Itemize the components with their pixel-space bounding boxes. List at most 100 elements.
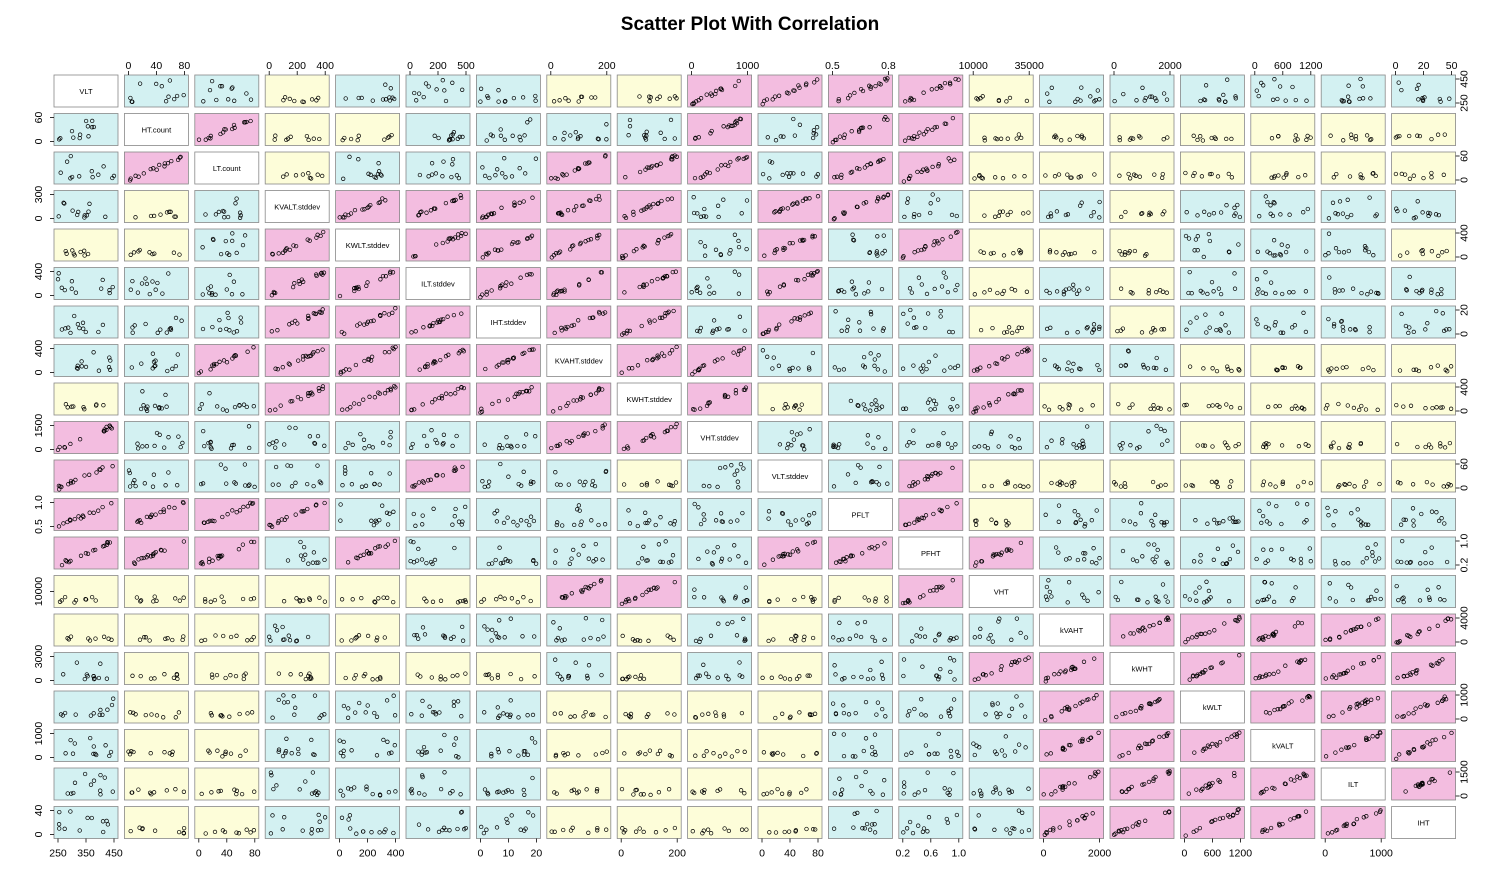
data-point [1233, 94, 1238, 99]
data-point [218, 251, 224, 257]
data-point [1052, 174, 1058, 179]
data-point [439, 317, 444, 322]
data-point [356, 284, 361, 290]
data-point [810, 273, 816, 278]
data-point [1394, 206, 1399, 211]
scatter-panel [1109, 767, 1175, 801]
data-point [880, 251, 885, 256]
scatter-panel [757, 382, 823, 416]
data-point [69, 286, 74, 291]
data-point [1213, 136, 1218, 141]
scatter-panel [1320, 267, 1386, 300]
data-point [781, 283, 787, 288]
data-point [652, 318, 657, 323]
data-point [996, 213, 1002, 219]
data-point [226, 315, 231, 321]
data-point [791, 116, 796, 122]
data-point [713, 247, 719, 252]
data-point [1097, 324, 1102, 330]
data-point [1194, 315, 1199, 320]
data-point [297, 281, 302, 287]
data-point [728, 159, 733, 165]
data-point [68, 153, 73, 159]
data-point [1068, 251, 1074, 257]
data-point [867, 83, 872, 88]
data-point [739, 211, 744, 216]
data-point [1225, 77, 1230, 82]
data-point [813, 132, 819, 137]
scatter-panel [194, 74, 260, 108]
data-point [533, 98, 538, 103]
data-point [866, 289, 871, 294]
data-point [1127, 176, 1133, 181]
data-point [848, 170, 853, 175]
data-point [697, 290, 703, 295]
data-point [86, 209, 91, 214]
data-point [133, 215, 138, 220]
data-point [292, 98, 297, 104]
data-point [647, 94, 652, 99]
data-point [480, 165, 485, 170]
data-point [923, 244, 928, 249]
data-point [296, 279, 302, 284]
data-point [1333, 246, 1339, 251]
data-point [1206, 231, 1212, 237]
data-point [812, 234, 817, 239]
data-point [792, 133, 798, 138]
scatter-panel [1039, 228, 1104, 262]
data-point [238, 315, 243, 320]
data-point [159, 84, 164, 89]
data-point [728, 248, 733, 253]
data-point [596, 193, 602, 199]
data-point [440, 78, 445, 83]
data-point [380, 273, 386, 279]
data-point [715, 167, 720, 172]
scatter-panel [546, 652, 612, 685]
data-point [315, 349, 320, 354]
scatter-panel [1109, 344, 1175, 377]
data-point [881, 194, 887, 199]
scatter-panel [1180, 228, 1245, 262]
data-point [1367, 137, 1373, 143]
data-point [484, 289, 489, 295]
data-point [644, 129, 649, 134]
scatter-panel [194, 113, 260, 146]
data-point [672, 94, 678, 99]
data-point [1084, 326, 1089, 331]
data-point [273, 290, 278, 296]
data-point [793, 277, 799, 283]
data-point [558, 289, 563, 294]
data-point [578, 240, 584, 246]
data-point [974, 96, 979, 101]
scatter-panel [194, 190, 260, 223]
data-point [790, 240, 795, 246]
data-point [1364, 133, 1370, 138]
scatter-panel [1039, 536, 1104, 570]
data-point [136, 174, 141, 179]
data-point [639, 208, 644, 213]
data-point [55, 277, 61, 282]
data-point [1195, 137, 1200, 143]
data-point [595, 136, 601, 141]
scatter-panel [898, 344, 964, 377]
data-point [1439, 287, 1444, 292]
data-point [566, 98, 571, 103]
data-point [1184, 210, 1189, 215]
data-point [1396, 80, 1401, 85]
data-point [938, 314, 943, 319]
data-point [172, 96, 177, 102]
data-point [1429, 249, 1435, 254]
data-point [1091, 210, 1096, 215]
data-point [1201, 97, 1207, 102]
data-point [311, 136, 316, 141]
scatter-panel [828, 228, 893, 262]
data-point [216, 209, 222, 215]
scatter-panel [687, 575, 752, 608]
scatter-panel [405, 613, 471, 647]
data-point [698, 325, 703, 331]
data-point [1405, 250, 1410, 255]
data-point [909, 290, 914, 295]
scatter-panel [757, 190, 823, 223]
data-point [655, 96, 660, 102]
scatter-panel [53, 113, 119, 146]
